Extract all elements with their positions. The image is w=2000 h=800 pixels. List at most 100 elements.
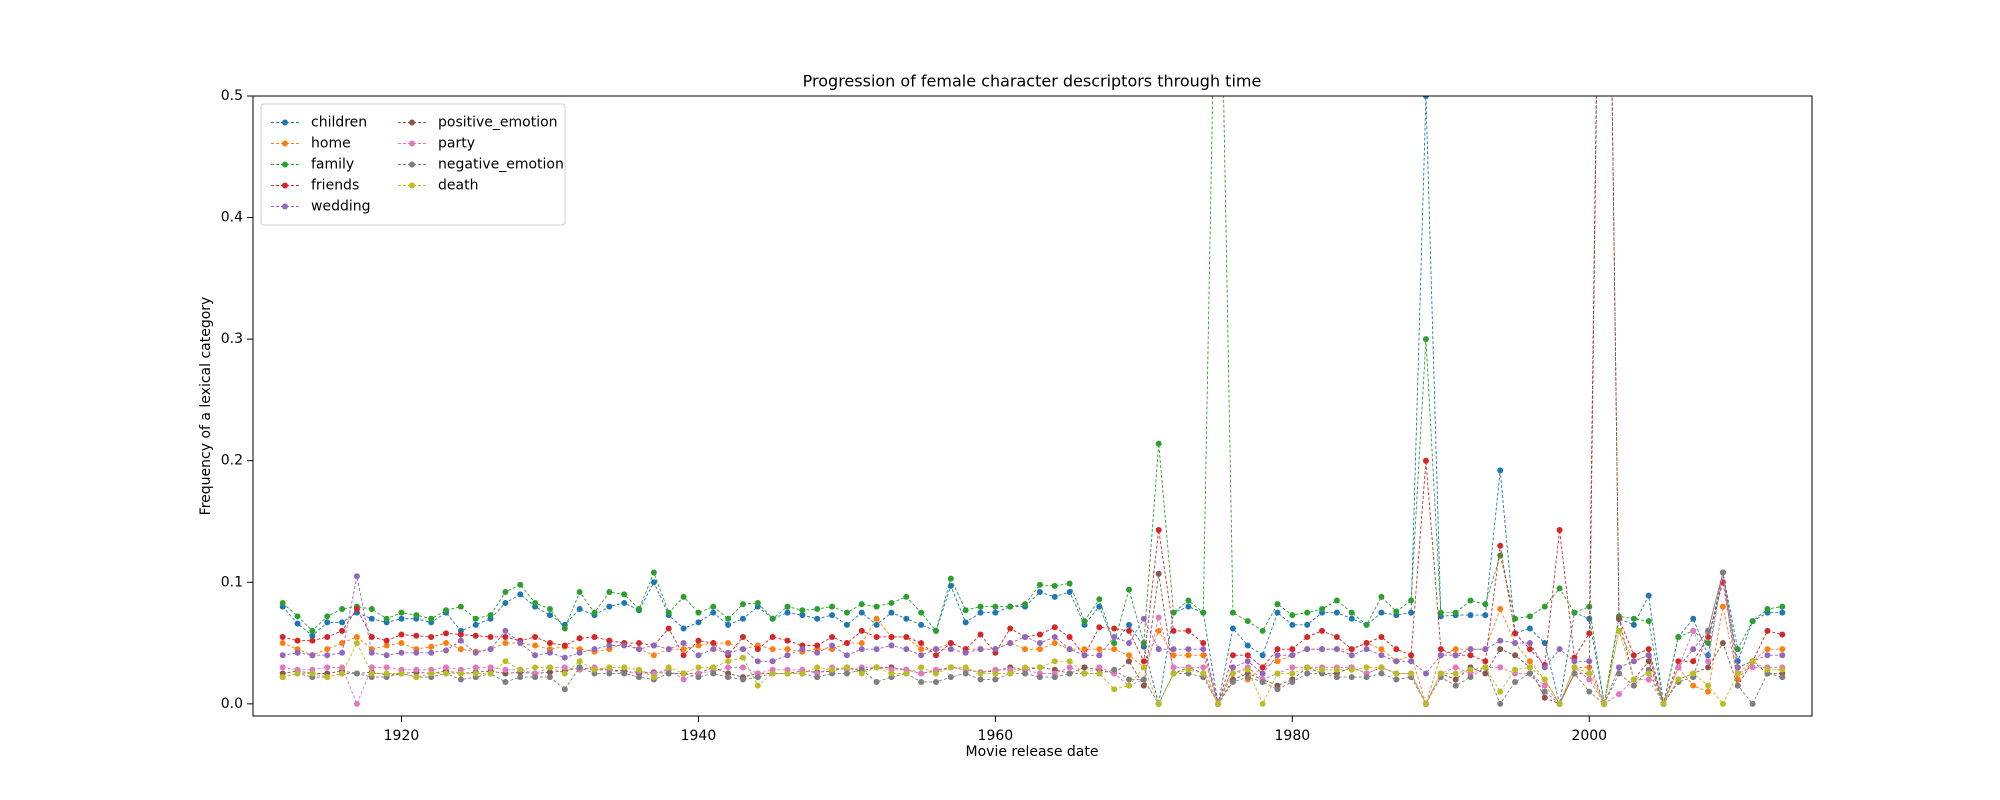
data-point	[1586, 688, 1593, 695]
data-point	[309, 637, 316, 644]
data-point	[517, 640, 524, 647]
data-point	[710, 603, 717, 610]
data-point	[918, 670, 925, 677]
data-point	[1036, 640, 1043, 647]
data-point	[1422, 670, 1429, 677]
y-tick-label: 0.2	[221, 453, 243, 469]
data-point	[1007, 640, 1014, 647]
data-point	[829, 603, 836, 610]
data-point	[1497, 700, 1504, 707]
data-point	[1319, 627, 1326, 634]
data-point	[695, 664, 702, 671]
data-point	[1185, 603, 1192, 610]
data-point	[1185, 666, 1192, 673]
data-point	[1452, 664, 1459, 671]
data-point	[1200, 640, 1207, 647]
data-point	[472, 670, 479, 677]
plot-area	[279, 96, 1786, 707]
data-point	[1645, 658, 1652, 665]
legend-label: negative_emotion	[438, 157, 564, 173]
data-point	[1140, 682, 1147, 689]
data-point	[1081, 652, 1088, 659]
data-point	[829, 612, 836, 619]
data-point	[413, 674, 420, 681]
data-point	[1690, 658, 1697, 665]
data-point	[368, 649, 375, 656]
data-point	[1779, 674, 1786, 681]
data-point	[1422, 457, 1429, 464]
data-point	[457, 631, 464, 638]
data-point	[1215, 700, 1222, 707]
data-point	[324, 633, 331, 640]
data-point	[754, 646, 761, 653]
data-point	[1452, 670, 1459, 677]
data-point	[561, 664, 568, 671]
data-point	[1779, 631, 1786, 638]
data-point	[1408, 609, 1415, 616]
data-point	[1066, 580, 1073, 587]
data-point	[1007, 603, 1014, 610]
data-point	[546, 649, 553, 656]
data-point	[1556, 585, 1563, 592]
data-point	[710, 609, 717, 616]
data-point	[1007, 625, 1014, 632]
data-point	[1601, 700, 1608, 707]
data-point	[546, 640, 553, 647]
data-point	[932, 678, 939, 685]
data-point	[799, 607, 806, 614]
legend-swatch-marker	[409, 161, 415, 168]
data-point	[1764, 627, 1771, 634]
data-point	[532, 652, 539, 659]
data-point	[1719, 603, 1726, 610]
data-point	[576, 664, 583, 671]
data-point	[977, 603, 984, 610]
data-point	[710, 670, 717, 677]
data-point	[784, 603, 791, 610]
data-point	[725, 621, 732, 628]
legend-swatch-marker	[282, 161, 288, 168]
data-point	[1274, 601, 1281, 608]
data-point	[532, 642, 539, 649]
data-point	[576, 635, 583, 642]
data-point	[1126, 658, 1133, 665]
data-point	[1705, 664, 1712, 671]
data-point	[472, 664, 479, 671]
data-point	[932, 646, 939, 653]
data-point	[1645, 592, 1652, 599]
data-point	[576, 649, 583, 656]
data-point	[472, 632, 479, 639]
data-point	[650, 569, 657, 576]
data-point	[1259, 652, 1266, 659]
data-point	[353, 640, 360, 647]
data-point	[1497, 542, 1504, 549]
data-point	[606, 670, 613, 677]
data-point	[873, 621, 880, 628]
data-point	[814, 615, 821, 622]
data-point	[1126, 621, 1133, 628]
data-point	[428, 633, 435, 640]
data-point	[1690, 682, 1697, 689]
data-point	[1274, 646, 1281, 653]
data-point	[977, 646, 984, 653]
data-point	[398, 631, 405, 638]
data-point	[1645, 646, 1652, 653]
data-point	[1719, 569, 1726, 576]
data-point	[383, 652, 390, 659]
data-point	[383, 670, 390, 677]
data-point	[858, 627, 865, 634]
data-point	[784, 637, 791, 644]
data-point	[1630, 682, 1637, 689]
data-point	[873, 664, 880, 671]
data-point	[1274, 609, 1281, 616]
data-point	[1096, 664, 1103, 671]
data-point	[680, 676, 687, 683]
data-point	[843, 670, 850, 677]
data-point	[739, 664, 746, 671]
data-point	[1200, 646, 1207, 653]
data-point	[918, 664, 925, 671]
data-point	[1170, 652, 1177, 659]
data-point	[1200, 670, 1207, 677]
data-point	[532, 664, 539, 671]
data-point	[279, 599, 286, 606]
data-point	[1408, 670, 1415, 677]
